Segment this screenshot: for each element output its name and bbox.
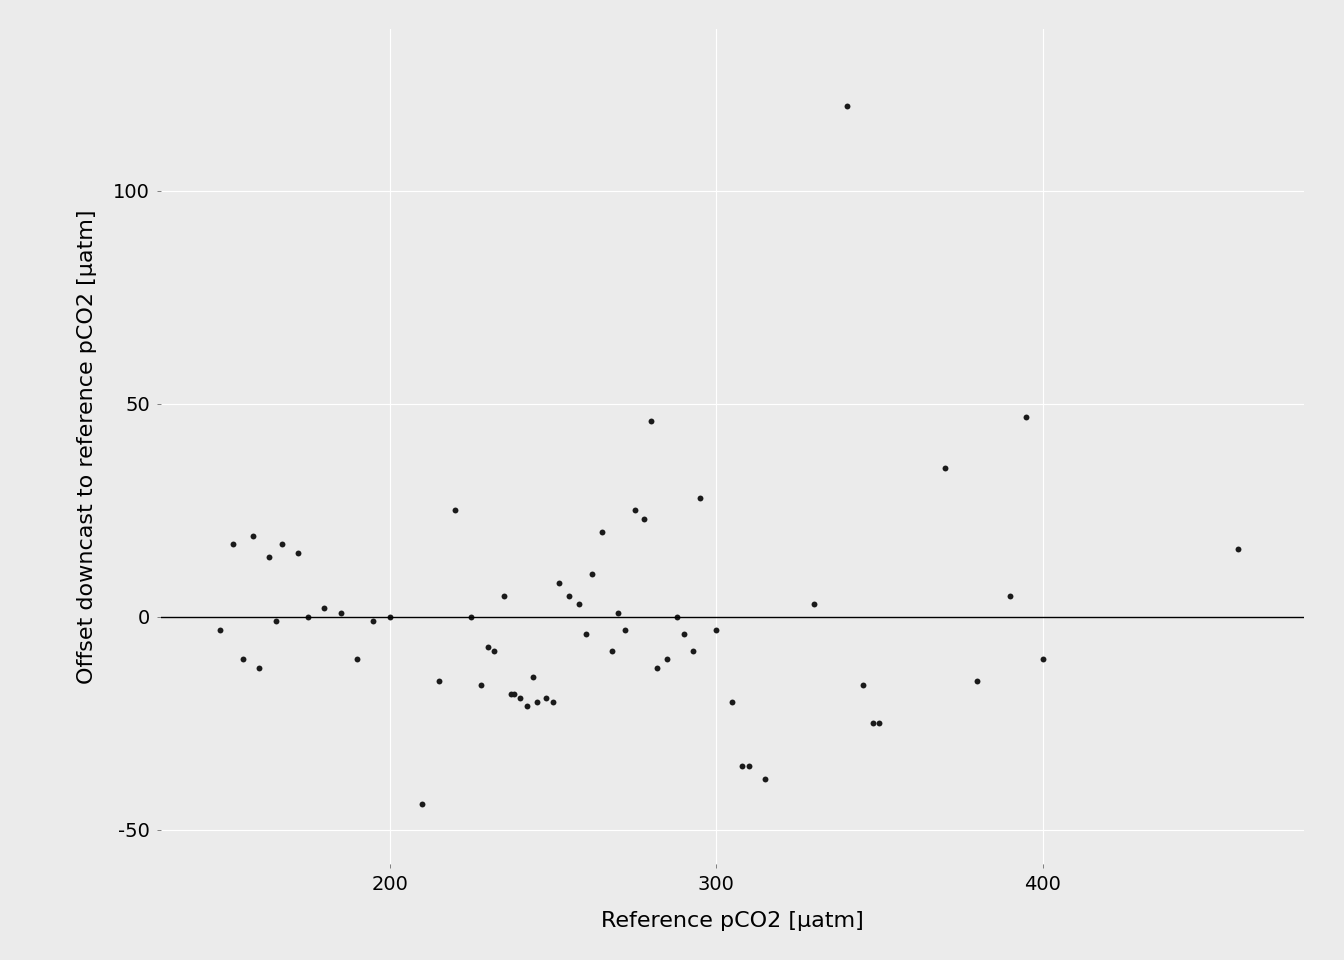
Point: [271, 537, 293, 552]
Point: [673, 626, 695, 641]
Point: [523, 669, 544, 684]
Point: [347, 652, 368, 667]
Point: [852, 678, 874, 693]
Point: [862, 716, 883, 732]
Point: [210, 622, 231, 637]
Point: [868, 716, 890, 732]
Point: [559, 588, 581, 603]
Point: [1032, 652, 1054, 667]
Point: [689, 490, 711, 505]
Point: [288, 545, 309, 561]
Point: [509, 690, 531, 706]
Point: [470, 678, 492, 693]
Point: [461, 610, 482, 625]
Point: [484, 643, 505, 659]
Point: [582, 566, 603, 582]
Point: [265, 613, 286, 629]
Point: [656, 652, 677, 667]
Point: [477, 639, 499, 655]
Point: [754, 771, 775, 786]
Point: [738, 758, 759, 774]
Point: [331, 605, 352, 620]
Point: [934, 460, 956, 475]
Point: [569, 596, 590, 612]
Point: [607, 605, 629, 620]
Point: [313, 601, 335, 616]
Point: [363, 613, 384, 629]
Point: [297, 610, 319, 625]
Point: [222, 537, 243, 552]
Point: [1016, 409, 1038, 424]
Point: [966, 673, 988, 688]
Point: [633, 511, 655, 526]
Point: [242, 528, 263, 543]
Point: [379, 610, 401, 625]
Y-axis label: Offset downcast to reference pCO2 [μatm]: Offset downcast to reference pCO2 [μatm]: [77, 209, 97, 684]
Point: [542, 694, 563, 709]
Point: [646, 660, 668, 676]
Point: [500, 685, 521, 701]
Point: [233, 652, 254, 667]
Point: [706, 622, 727, 637]
Point: [804, 596, 825, 612]
Point: [503, 685, 524, 701]
Point: [411, 797, 433, 812]
Point: [536, 690, 558, 706]
Point: [493, 588, 515, 603]
Point: [722, 694, 743, 709]
Point: [1227, 541, 1249, 557]
Point: [249, 660, 270, 676]
Point: [427, 673, 449, 688]
Point: [683, 643, 704, 659]
Point: [516, 699, 538, 714]
Point: [575, 626, 597, 641]
Point: [591, 524, 613, 540]
Point: [258, 549, 280, 564]
Point: [601, 643, 622, 659]
Point: [614, 622, 636, 637]
Point: [548, 575, 570, 590]
Point: [999, 588, 1020, 603]
Point: [667, 610, 688, 625]
X-axis label: Reference pCO2 [μatm]: Reference pCO2 [μatm]: [601, 911, 864, 931]
Point: [445, 503, 466, 518]
Point: [526, 694, 547, 709]
Point: [731, 758, 753, 774]
Point: [624, 503, 645, 518]
Point: [836, 98, 857, 113]
Point: [640, 413, 661, 428]
